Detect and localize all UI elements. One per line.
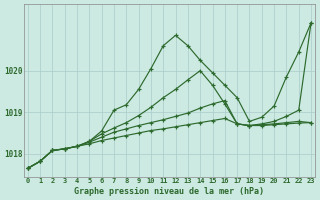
X-axis label: Graphe pression niveau de la mer (hPa): Graphe pression niveau de la mer (hPa) (74, 187, 264, 196)
